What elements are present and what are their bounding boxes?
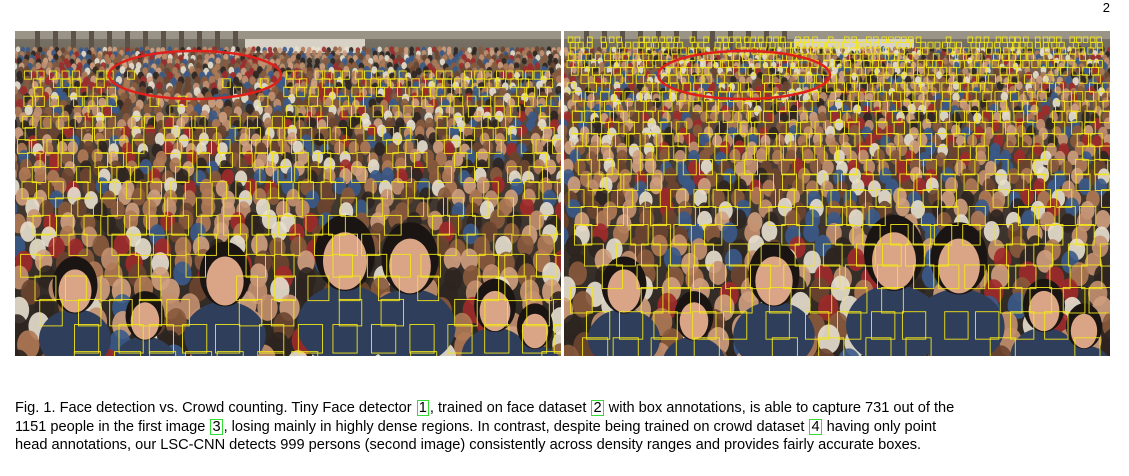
caption-text: 1151 people in the first image (15, 418, 210, 435)
caption-text: Fig. 1. Face detection vs. Crowd countin… (15, 400, 416, 416)
crowd-photo-face-detection (15, 31, 561, 356)
caption-line-1: Fig. 1. Face detection vs. Crowd countin… (15, 399, 1113, 418)
caption-text: , losing mainly in highly dense regions.… (223, 418, 809, 435)
caption-text: having only point (822, 418, 937, 435)
citation-link-2[interactable]: 2 (591, 400, 604, 416)
figure-caption: Fig. 1. Face detection vs. Crowd countin… (15, 399, 1113, 455)
caption-text: with box annotations, is able to capture… (604, 400, 955, 416)
citation-link-3[interactable]: 3 (210, 418, 223, 435)
caption-line-3: head annotations, our LSC-CNN detects 99… (15, 436, 1113, 455)
caption-text: head annotations, our LSC-CNN detects 99… (15, 437, 922, 453)
citation-link-1[interactable]: 1 (416, 400, 429, 416)
caption-line-2: 1151 people in the first image 3, losing… (15, 418, 1113, 437)
caption-text: , trained on face dataset (429, 400, 591, 416)
crowd-photo-crowd-counting (564, 31, 1110, 356)
page-number: 2 (1102, 0, 1110, 15)
citation-link-4[interactable]: 4 (809, 418, 822, 435)
